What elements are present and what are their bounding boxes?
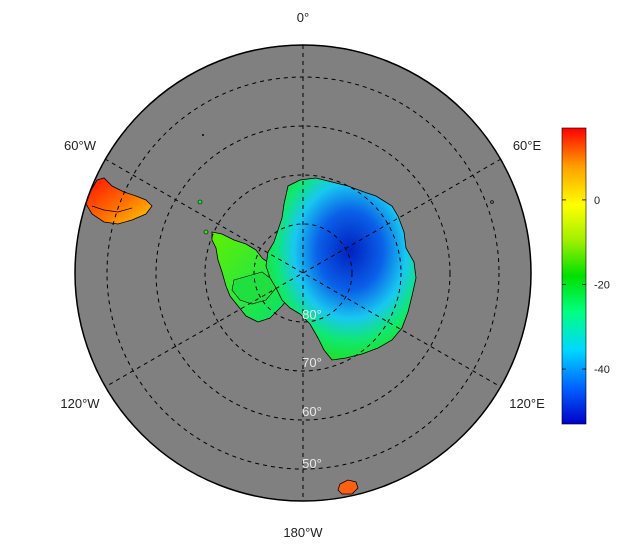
label-60W: 60°W bbox=[64, 138, 97, 153]
lat-label-70: 70° bbox=[302, 355, 322, 370]
small-island bbox=[490, 200, 494, 204]
southern-island bbox=[337, 479, 359, 495]
colorbar-tick-label: -20 bbox=[594, 279, 610, 291]
label-180W: 180°W bbox=[283, 525, 323, 540]
colorbar-ticks: 0 -20 -40 bbox=[562, 195, 610, 376]
small-island bbox=[203, 229, 209, 235]
lat-label-80: 80° bbox=[302, 307, 322, 322]
map-border bbox=[74, 44, 532, 502]
south-america-contour bbox=[91, 205, 133, 213]
label-120E: 120°E bbox=[509, 396, 545, 411]
colorbar bbox=[561, 127, 587, 425]
meridian-lines bbox=[104, 45, 502, 501]
lat-circle-80 bbox=[253, 223, 353, 323]
label-60E: 60°E bbox=[513, 138, 542, 153]
colorbar-tick-label: -40 bbox=[594, 364, 610, 376]
lat-label-60: 60° bbox=[302, 404, 322, 419]
lat-circle-60 bbox=[155, 125, 451, 421]
lat-circle-70 bbox=[204, 174, 402, 372]
small-island bbox=[202, 134, 204, 136]
ice-sheet-green-rim bbox=[231, 271, 277, 305]
small-island bbox=[197, 199, 203, 205]
label-120W: 120°W bbox=[60, 396, 100, 411]
colorbar-tick-label: 0 bbox=[594, 195, 600, 207]
label-0: 0° bbox=[297, 10, 309, 25]
lat-label-50: 50° bbox=[302, 456, 322, 471]
south-america-land bbox=[85, 177, 153, 225]
